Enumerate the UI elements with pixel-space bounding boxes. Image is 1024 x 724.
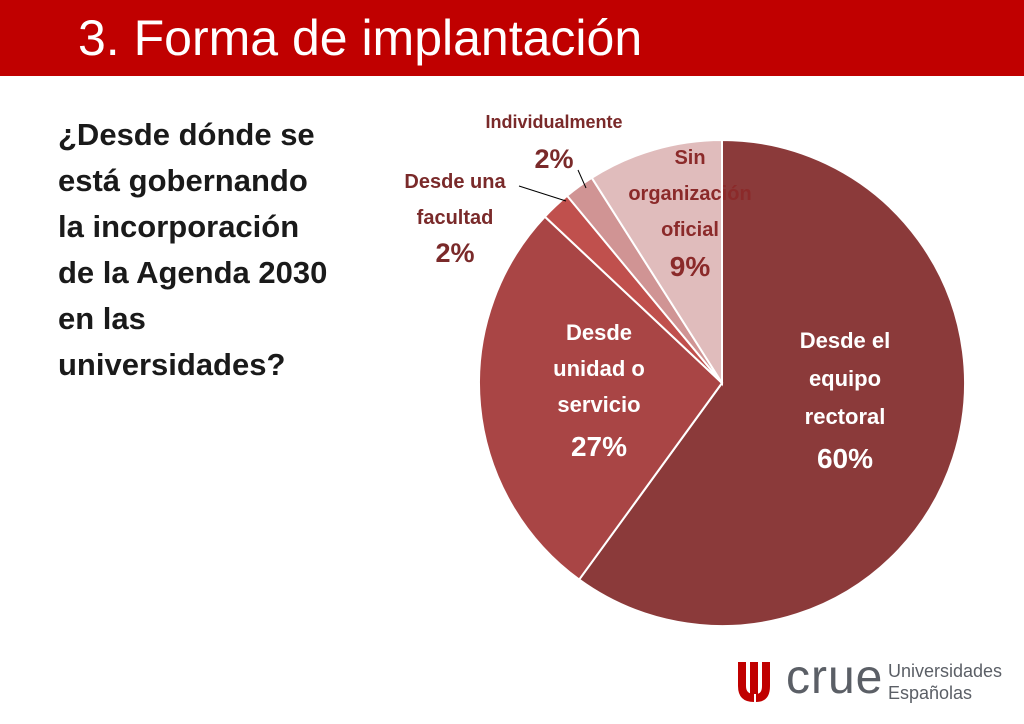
slice-value-desde-unidad-o-servicio: 27% (571, 431, 627, 462)
leader-line (518, 185, 567, 202)
pie-slice-sin-organizacion-oficial (590, 138, 723, 387)
pie-slice-desde-el-equipo-rectoral (577, 138, 966, 627)
slice-value-individualmente: 2% (534, 144, 573, 174)
pie-slice-desde-unidad-o-servicio (478, 215, 724, 581)
slice-label-desde-el-equipo-rectoral: Desde el (800, 328, 891, 353)
slice-label-desde-el-equipo-rectoral: equipo (809, 366, 881, 391)
slice-label-desde-unidad-o-servicio: servicio (557, 392, 640, 417)
question-line: en las (58, 301, 146, 336)
logo-line-1: Universidades (888, 661, 1003, 681)
slice-label-desde-unidad-o-servicio: unidad o (553, 356, 645, 381)
slide-title: 3. Forma de implantación (78, 10, 643, 66)
slice-label-sin-organizacion-oficial: Sin (674, 147, 705, 169)
question-line: ¿Desde dónde se (58, 117, 315, 152)
slice-value-sin-organizacion-oficial: 9% (670, 251, 711, 282)
pie-slices (478, 138, 966, 627)
logo-wordmark: crue (786, 651, 884, 704)
logo-subtitle: Universidades Españolas (888, 660, 1002, 704)
slice-label-desde-el-equipo-rectoral: rectoral (805, 404, 886, 429)
question-line: de la Agenda 2030 (58, 255, 328, 290)
leader-lines (518, 169, 587, 202)
slice-labels: Desde el equipo rectoral 60% Desde unidad o se… (404, 112, 890, 474)
crue-logo: crue Universidades Españolas (734, 651, 1004, 710)
crue-emblem-icon (738, 662, 770, 702)
leader-line (577, 169, 587, 189)
slice-value-desde-el-equipo-rectoral: 60% (817, 443, 873, 474)
slice-label-sin-organizacion-oficial: oficial (661, 219, 719, 241)
slice-label-desde-unidad-o-servicio: Desde (566, 320, 632, 345)
slice-value-desde-una-facultad: 2% (435, 238, 474, 268)
slice-label-sin-organizacion-oficial: organización (628, 183, 751, 205)
title-bar: 3. Forma de implantación (0, 0, 1024, 76)
slice-label-desde-una-facultad: facultad (417, 207, 494, 229)
question-line: universidades? (58, 347, 286, 382)
question-line: está gobernando (58, 163, 308, 198)
question-text: ¿Desde dónde se está gobernando la incor… (58, 112, 388, 388)
logo-line-2: Españolas (888, 683, 973, 703)
slice-label-individualmente: Individualmente (485, 112, 622, 132)
slice-label-desde-una-facultad: Desde una (404, 171, 506, 193)
question-line: la incorporación (58, 209, 300, 244)
